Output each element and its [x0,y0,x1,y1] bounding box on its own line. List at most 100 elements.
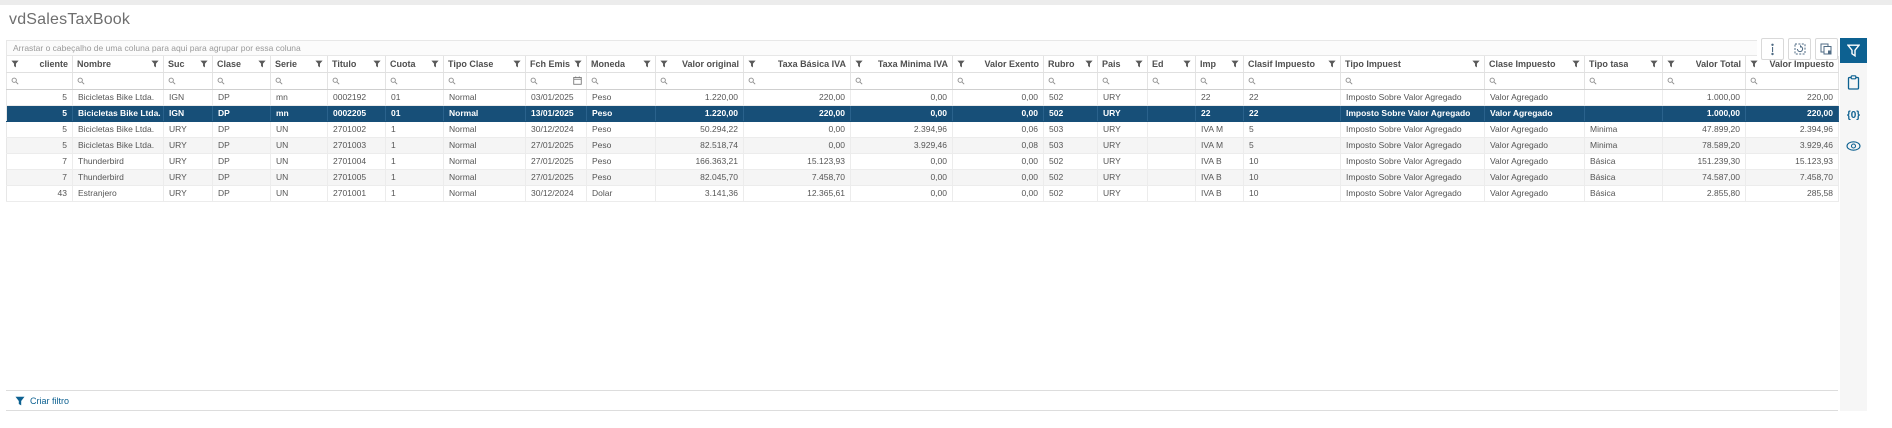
filter-icon[interactable] [1667,60,1675,68]
cell-tipo_impuest[interactable]: Imposto Sobre Valor Agregado [1340,89,1485,106]
filter-row-cell-nombre[interactable] [72,72,164,90]
column-header-nombre[interactable]: Nombre [72,56,164,73]
table-row[interactable]: 5 Bicicletas Bike Ltda. URY DP UN 2701002 1 Nor… [6,121,1839,138]
cell-serie[interactable]: UN [270,185,328,202]
cell-tipo_tasa[interactable]: Básica [1584,169,1663,186]
filter-row-cell-tipo_clase[interactable] [443,72,526,90]
cell-pais[interactable]: URY [1097,153,1148,170]
cell-tipo_impuest[interactable]: Imposto Sobre Valor Agregado [1340,153,1485,170]
cell-taxa_minima_iva[interactable]: 3.929,46 [850,137,953,154]
filter-icon[interactable] [855,60,863,68]
cell-fch_emis[interactable]: 27/01/2025 [525,153,587,170]
cell-pais[interactable]: URY [1097,89,1148,106]
column-header-cliente[interactable]: cliente [6,56,73,73]
cell-moneda[interactable]: Peso [586,153,656,170]
filter-row-cell-cliente[interactable] [6,72,73,90]
cell-cliente[interactable]: 5 [6,121,73,138]
cell-pais[interactable]: URY [1097,137,1148,154]
cell-cuota[interactable]: 1 [385,137,444,154]
cell-rubro[interactable]: 502 [1043,153,1098,170]
cell-taxa_minima_iva[interactable]: 2.394,96 [850,121,953,138]
cell-clasif_impuesto[interactable]: 10 [1243,169,1341,186]
fit-columns-button[interactable] [1761,38,1784,60]
parameters-button[interactable]: {0} [1847,110,1860,121]
cell-valor_original[interactable]: 82.518,74 [655,137,744,154]
cell-titulo[interactable]: 0002192 [327,89,386,106]
group-by-drop-area[interactable]: Arrastar o cabeçalho de uma coluna para … [6,40,1838,56]
cell-imp[interactable]: IVA M [1195,121,1244,138]
cell-valor_total[interactable]: 151.239,30 [1662,153,1746,170]
filter-icon[interactable] [1650,60,1658,68]
cell-imp[interactable]: IVA M [1195,137,1244,154]
filter-row-cell-tipo_impuest[interactable] [1340,72,1485,90]
filter-row-cell-cuota[interactable] [385,72,444,90]
cell-serie[interactable]: mn [270,105,328,122]
cell-fch_emis[interactable]: 27/01/2025 [525,137,587,154]
cell-tipo_clase[interactable]: Normal [443,169,526,186]
cell-suc[interactable]: URY [163,185,213,202]
cell-valor_exento[interactable]: 0,00 [952,105,1044,122]
cell-moneda[interactable]: Peso [586,137,656,154]
cell-valor_original[interactable]: 1.220,00 [655,89,744,106]
cell-tipo_tasa[interactable]: Básica [1584,153,1663,170]
column-header-clase_impuesto[interactable]: Clase Impuesto [1484,56,1585,73]
cell-valor_original[interactable]: 82.045,70 [655,169,744,186]
column-header-clasif_impuesto[interactable]: Clasif Impuesto [1243,56,1341,73]
cell-clase[interactable]: DP [212,121,271,138]
cell-nombre[interactable]: Bicicletas Bike Ltda. [72,121,164,138]
table-row[interactable]: 7 Thunderbird URY DP UN 2701004 1 Normal 27/01/2… [6,153,1839,170]
cell-fch_emis[interactable]: 30/12/2024 [525,185,587,202]
filter-row-cell-suc[interactable] [163,72,213,90]
filter-icon[interactable] [1472,60,1480,68]
filter-row-cell-ed[interactable] [1147,72,1196,90]
cell-nombre[interactable]: Bicicletas Bike Ltda. [72,105,164,122]
cell-tipo_clase[interactable]: Normal [443,153,526,170]
filter-panel-toggle-button[interactable] [1840,38,1867,63]
cell-valor_total[interactable]: 47.899,20 [1662,121,1746,138]
calendar-icon[interactable] [573,76,582,85]
cell-tipo_clase[interactable]: Normal [443,89,526,106]
cell-cuota[interactable]: 01 [385,105,444,122]
cell-titulo[interactable]: 0002205 [327,105,386,122]
filter-icon[interactable] [200,60,208,68]
cell-titulo[interactable]: 2701005 [327,169,386,186]
filter-icon[interactable] [1750,60,1758,68]
filter-icon[interactable] [957,60,965,68]
cell-pais[interactable]: URY [1097,169,1148,186]
filter-icon[interactable] [1572,60,1580,68]
cell-tipo_impuest[interactable]: Imposto Sobre Valor Agregado [1340,121,1485,138]
cell-imp[interactable]: IVA B [1195,185,1244,202]
cell-fch_emis[interactable]: 03/01/2025 [525,89,587,106]
column-header-pais[interactable]: Pais [1097,56,1148,73]
cell-tipo_clase[interactable]: Normal [443,105,526,122]
cell-titulo[interactable]: 2701002 [327,121,386,138]
cell-tipo_clase[interactable]: Normal [443,185,526,202]
column-header-valor_exento[interactable]: Valor Exento [952,56,1044,73]
cell-taxa_basica_iva[interactable]: 7.458,70 [743,169,851,186]
column-header-taxa_minima_iva[interactable]: Taxa Minima IVA [850,56,953,73]
filter-icon[interactable] [431,60,439,68]
cell-taxa_basica_iva[interactable]: 0,00 [743,137,851,154]
column-header-clase[interactable]: Clase [212,56,271,73]
cell-valor_total[interactable]: 2.855,80 [1662,185,1746,202]
cell-serie[interactable]: UN [270,169,328,186]
filter-icon[interactable] [315,60,323,68]
cell-valor_impuesto[interactable]: 3.929,46 [1745,137,1839,154]
filter-row-cell-pais[interactable] [1097,72,1148,90]
cell-serie[interactable]: UN [270,137,328,154]
filter-row-cell-valor_original[interactable] [655,72,744,90]
cell-valor_original[interactable]: 3.141,36 [655,185,744,202]
cell-pais[interactable]: URY [1097,121,1148,138]
cell-taxa_minima_iva[interactable]: 0,00 [850,105,953,122]
cell-serie[interactable]: UN [270,153,328,170]
filter-icon[interactable] [1085,60,1093,68]
cell-valor_exento[interactable]: 0,00 [952,185,1044,202]
column-header-imp[interactable]: Imp [1195,56,1244,73]
cell-ed[interactable] [1147,185,1196,202]
filter-icon[interactable] [1328,60,1336,68]
cell-valor_impuesto[interactable]: 2.394,96 [1745,121,1839,138]
column-header-valor_original[interactable]: Valor original [655,56,744,73]
cell-rubro[interactable]: 503 [1043,121,1098,138]
column-header-serie[interactable]: Serie [270,56,328,73]
cell-moneda[interactable]: Peso [586,105,656,122]
